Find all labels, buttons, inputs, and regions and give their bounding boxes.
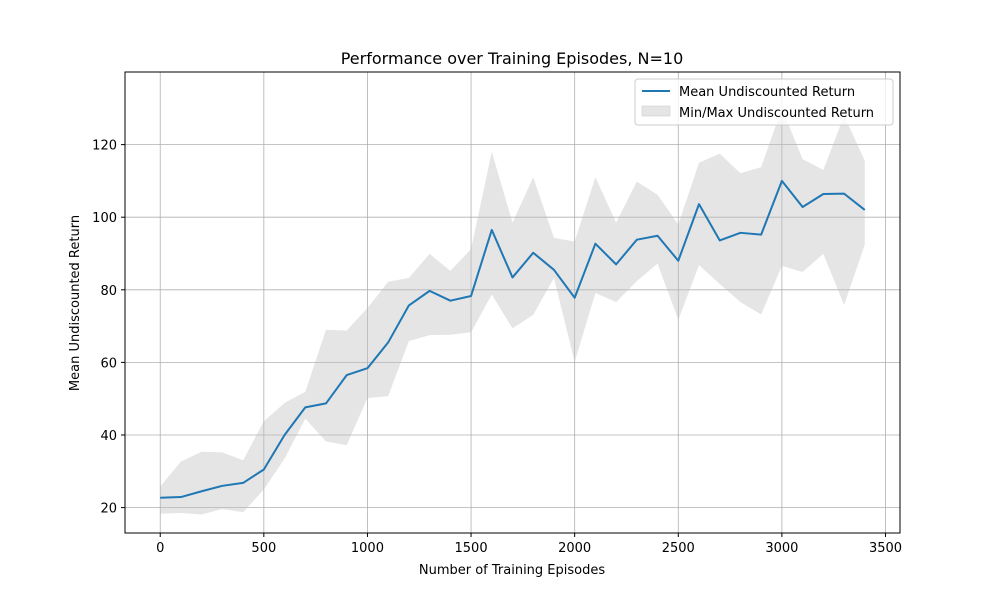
x-tick-label: 2000 bbox=[558, 541, 591, 556]
legend-label-minmax: Min/Max Undiscounted Return bbox=[679, 106, 874, 121]
mean-line bbox=[160, 179, 866, 499]
x-tick-label: 0 bbox=[156, 541, 164, 556]
y-tick-label: 100 bbox=[92, 211, 117, 226]
x-tick-label: 500 bbox=[251, 541, 276, 556]
legend: Mean Undiscounted Return Min/Max Undisco… bbox=[634, 78, 894, 126]
plot-area: 0 500 1000 1500 2000 2500 3000 3500 20 40 60 80 100 1… bbox=[92, 71, 902, 556]
y-tick-label: 120 bbox=[92, 139, 117, 154]
x-tick-label: 2500 bbox=[662, 541, 695, 556]
minmax-band bbox=[160, 108, 865, 515]
axes-frame bbox=[124, 71, 901, 534]
x-tick-label: 3500 bbox=[869, 541, 902, 556]
y-tick-label: 20 bbox=[100, 502, 117, 517]
legend-band-swatch bbox=[641, 105, 671, 117]
legend-label-mean: Mean Undiscounted Return bbox=[679, 85, 855, 100]
x-axis-label: Number of Training Episodes bbox=[419, 563, 605, 578]
x-tick-label: 1500 bbox=[455, 541, 488, 556]
x-tick-label: 3000 bbox=[765, 541, 798, 556]
legend-frame bbox=[634, 78, 894, 126]
y-tick-label: 40 bbox=[100, 429, 117, 444]
y-tick-label: 80 bbox=[100, 284, 117, 299]
chart-title: Performance over Training Episodes, N=10 bbox=[341, 49, 684, 68]
y-tick-label: 60 bbox=[100, 356, 117, 371]
y-axis-label: Mean Undiscounted Return bbox=[68, 215, 83, 391]
x-tick-label: 1000 bbox=[351, 541, 384, 556]
